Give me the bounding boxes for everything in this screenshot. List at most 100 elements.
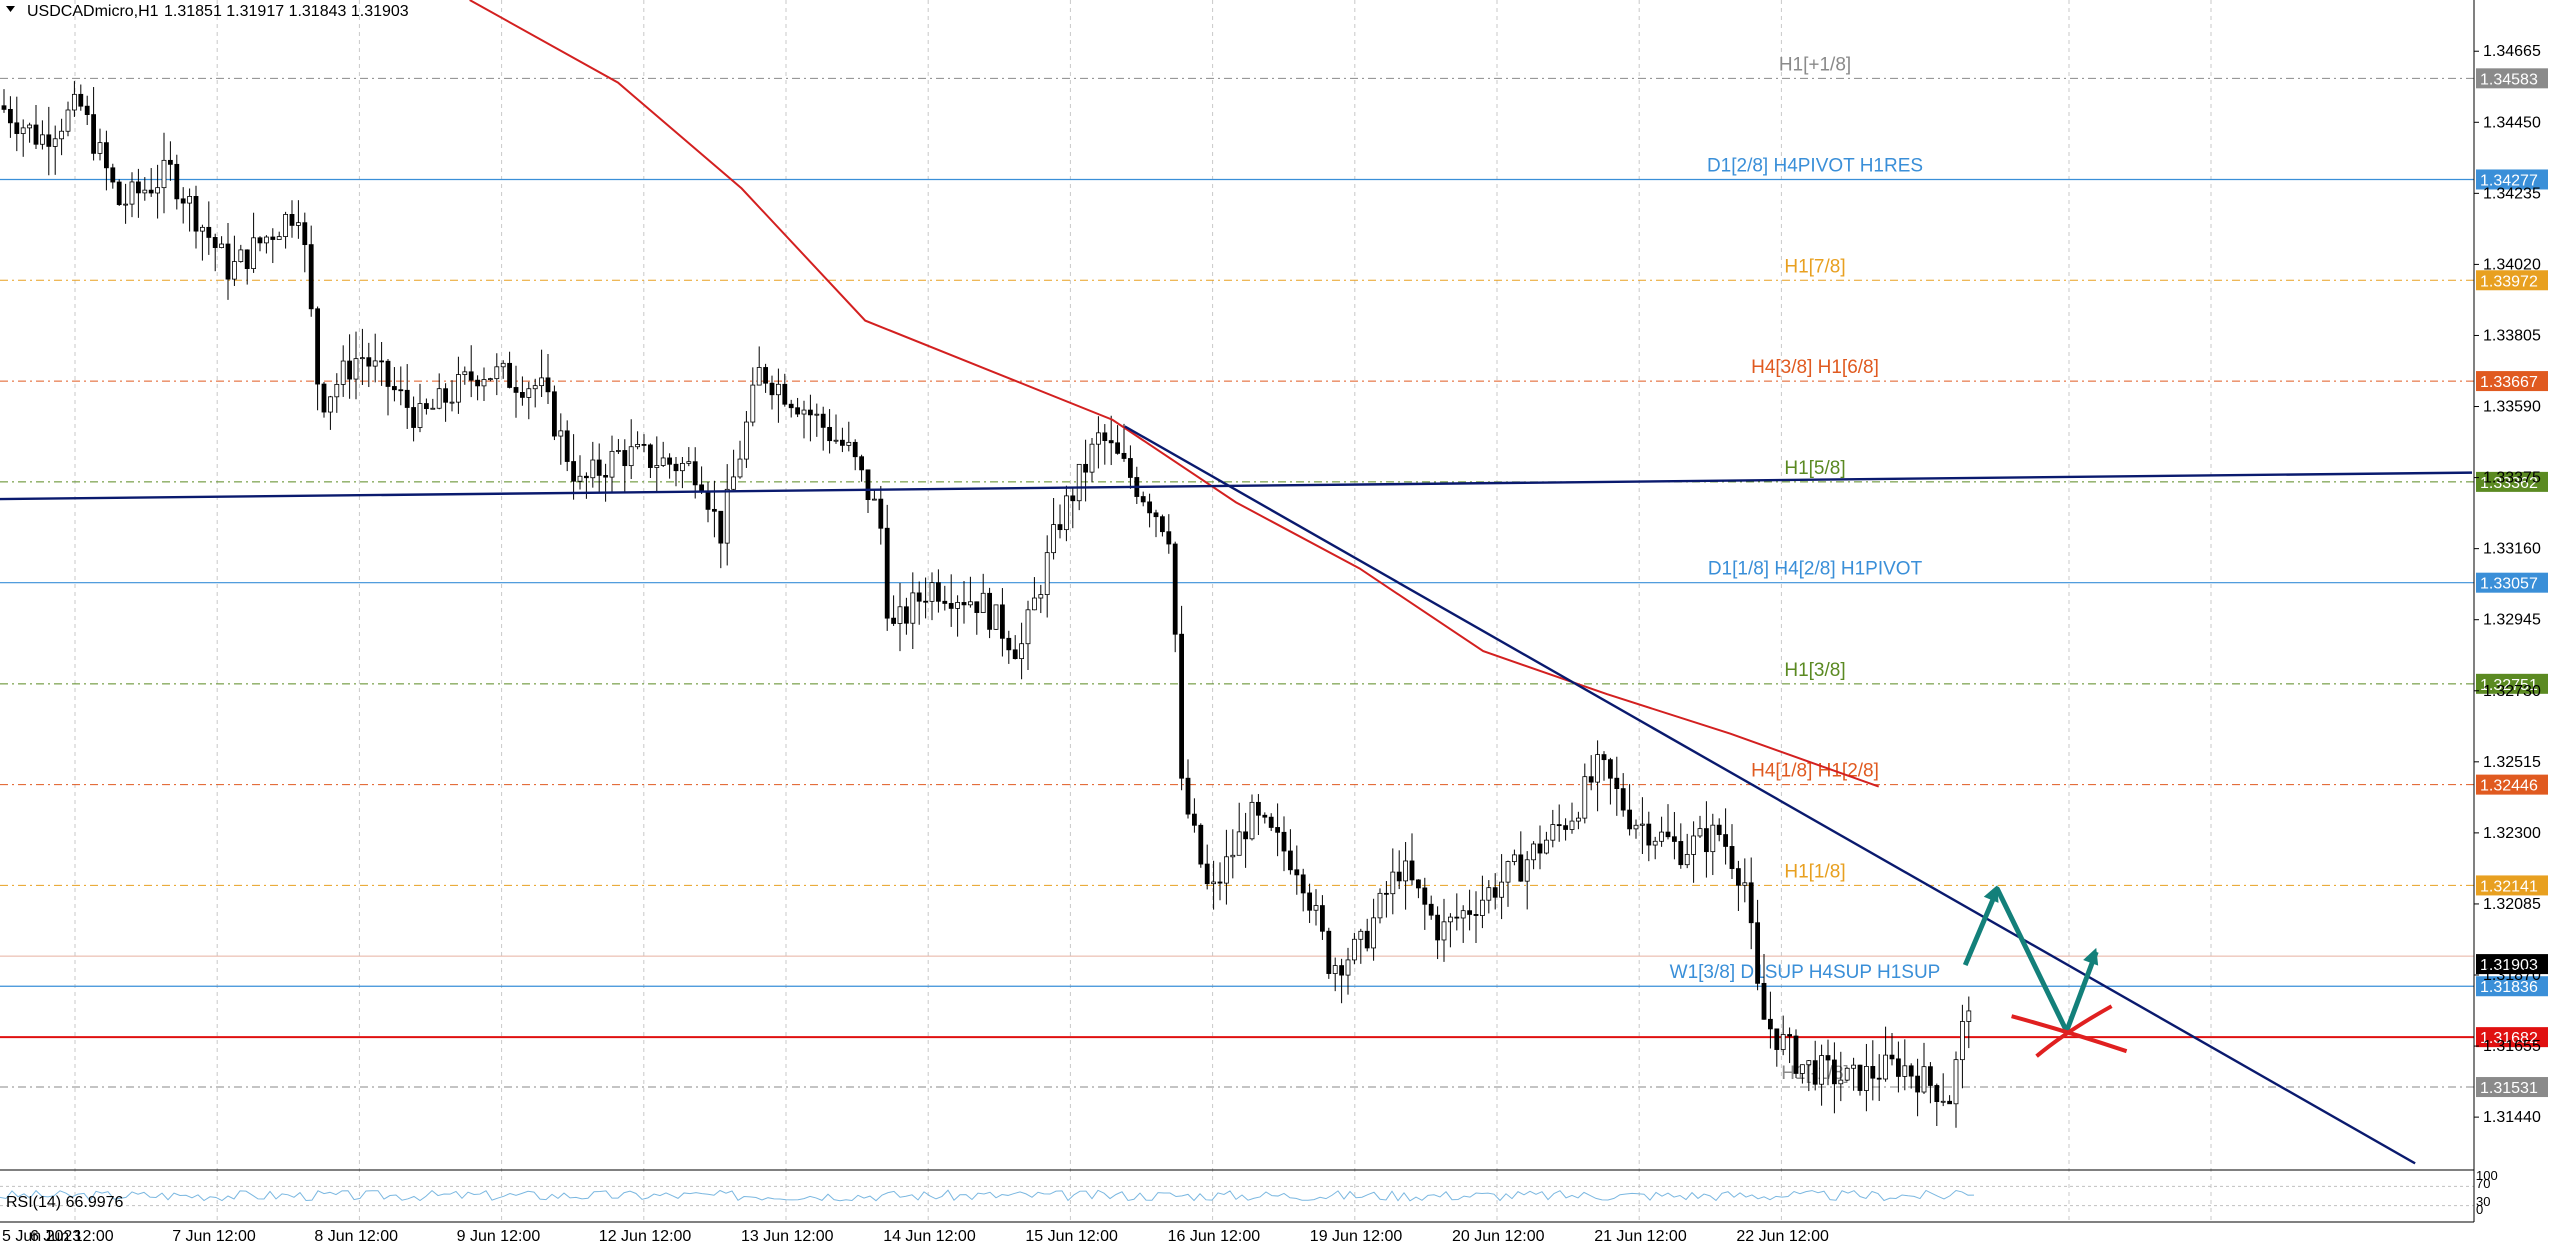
- candle-body: [577, 475, 583, 482]
- candle-body: [532, 385, 538, 390]
- candle-body: [1864, 1066, 1869, 1091]
- candle-body: [1153, 512, 1159, 518]
- price-badge-label: 1.33667: [2480, 374, 2538, 391]
- candle-body: [1755, 922, 1760, 984]
- candle-body: [72, 93, 77, 111]
- price-badge: [2476, 68, 2548, 89]
- candle-body: [1819, 1055, 1824, 1085]
- candle-body: [1070, 495, 1076, 502]
- candle-body: [123, 203, 128, 206]
- time-label: 22 Jun 12:00: [1736, 1228, 1829, 1245]
- candle-body: [110, 167, 116, 183]
- projection-drawings: [1962, 885, 2128, 1058]
- menu-caret-icon[interactable]: [6, 6, 15, 12]
- candle-body: [1896, 1058, 1901, 1077]
- candle-body: [1761, 982, 1767, 1020]
- candle-body: [1480, 899, 1485, 916]
- price-badge-label: 1.34277: [2480, 172, 2538, 189]
- price-badge: [2476, 774, 2548, 795]
- rsi-line: [0, 1189, 1975, 1202]
- time-label: 6 Jun 12:00: [30, 1228, 114, 1245]
- candle-body: [59, 130, 64, 140]
- candle-body: [968, 601, 973, 606]
- candle-body: [859, 456, 864, 471]
- candle-body: [1672, 836, 1677, 842]
- candle-body: [225, 243, 231, 280]
- candle-body: [590, 459, 596, 479]
- candle-body: [1889, 1054, 1895, 1060]
- candle-body: [1544, 839, 1549, 854]
- candle-body: [923, 600, 928, 603]
- candle-body: [1083, 463, 1088, 473]
- candle-body: [33, 124, 39, 145]
- candle-body: [852, 441, 858, 458]
- candle-body: [40, 134, 45, 145]
- horizontal-trendline: [0, 471, 2473, 501]
- candle-body: [302, 222, 308, 246]
- candle-body: [680, 462, 685, 472]
- candle-body: [942, 600, 948, 604]
- candle-body: [776, 383, 781, 396]
- candle-body: [1236, 831, 1242, 856]
- candle-body: [1614, 777, 1620, 790]
- candle-body: [1633, 824, 1639, 830]
- candle-body: [1454, 916, 1460, 919]
- candle-body: [1569, 820, 1575, 830]
- candle-body: [1185, 777, 1191, 815]
- candle-body: [571, 461, 576, 482]
- candle-body: [1716, 824, 1722, 835]
- time-label: 9 Jun 12:00: [457, 1228, 541, 1245]
- candle-body: [372, 360, 378, 367]
- candle-body: [1652, 840, 1658, 846]
- ma-line: [469, 0, 1880, 788]
- candle-body: [865, 469, 871, 501]
- candle-body: [1204, 863, 1210, 885]
- candle-body: [347, 360, 353, 380]
- candle-body: [1492, 887, 1498, 898]
- candle-body: [1019, 643, 1024, 660]
- price-tick-label: 1.33805: [2483, 327, 2541, 344]
- candle-body: [603, 475, 608, 478]
- candle-body: [1256, 801, 1261, 816]
- candle-body: [1403, 860, 1408, 882]
- price-badge-label: 1.32141: [2480, 878, 2538, 895]
- candle-body: [1115, 442, 1120, 454]
- candle-body: [155, 187, 161, 194]
- candle-body: [1262, 814, 1268, 818]
- candle-body: [545, 377, 551, 393]
- candle-body: [116, 181, 122, 205]
- candle-body: [7, 108, 13, 124]
- murrey-levels: H1[+1/8] 1.34583 D1[2/8] H4PIVOT H1RES 1.34…: [0, 54, 2548, 1098]
- price-badge: [2476, 673, 2548, 694]
- candle-body: [1876, 1077, 1882, 1080]
- candle-body: [1390, 871, 1396, 895]
- candle-body: [20, 127, 26, 134]
- candle-body: [1524, 859, 1530, 882]
- candle-body: [1582, 776, 1588, 819]
- candle-body: [1044, 552, 1050, 595]
- candle-body: [1345, 959, 1351, 976]
- time-label: 20 Jun 12:00: [1452, 1228, 1545, 1245]
- candle-body: [737, 458, 743, 478]
- candle-body: [731, 476, 736, 490]
- candle-body: [916, 592, 922, 602]
- candle-body: [1742, 882, 1748, 886]
- candle-body: [193, 196, 199, 232]
- candle-body: [308, 244, 314, 310]
- candle-body: [1902, 1065, 1908, 1077]
- level-label: H1[3/8]: [1784, 660, 1845, 681]
- price-tick-label: 1.32300: [2483, 825, 2541, 842]
- candle-body: [948, 603, 954, 609]
- candle-body: [1460, 910, 1466, 919]
- time-label: 15 Jun 12:00: [1025, 1228, 1118, 1245]
- candle-body: [455, 374, 461, 403]
- candle-body: [1160, 516, 1165, 533]
- candle-body: [1108, 440, 1114, 444]
- candle-body: [1326, 930, 1332, 974]
- header-ohlc: 1.31851 1.31917 1.31843 1.31903: [164, 3, 409, 20]
- candle-body: [1294, 869, 1300, 876]
- candle-body: [814, 413, 820, 416]
- price-badge: [2476, 471, 2548, 492]
